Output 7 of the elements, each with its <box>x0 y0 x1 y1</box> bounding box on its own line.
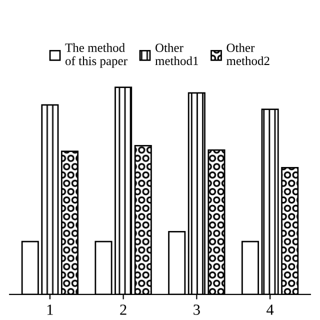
x-tick-label: 1 <box>47 304 53 315</box>
x-tick-label: 4 <box>266 304 274 315</box>
legend-label: The method of this paper <box>65 43 128 68</box>
legend-label: Other method2 <box>226 43 270 66</box>
x-tick-label: 3 <box>194 304 200 315</box>
legend-label: Other method1 <box>155 43 198 66</box>
x-tick-label: 2 <box>120 304 126 315</box>
